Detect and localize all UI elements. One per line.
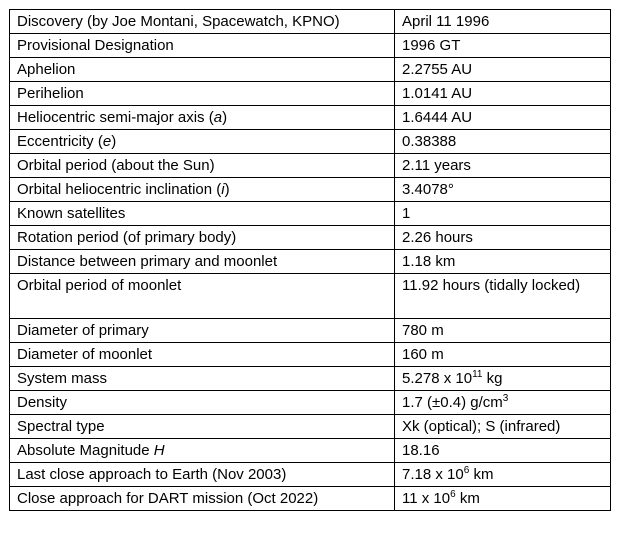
label-symbol: e bbox=[102, 133, 112, 150]
label-text: Heliocentric semi-major axis ( bbox=[17, 109, 214, 126]
property-label: Heliocentric semi-major axis (a) bbox=[9, 105, 395, 130]
value-text: 7.18 x 10 bbox=[402, 466, 464, 483]
table-row: Aphelion 2.2755 AU bbox=[9, 57, 611, 82]
table-row: Diameter of moonlet 160 m bbox=[9, 342, 611, 367]
property-value: 1.18 km bbox=[394, 249, 611, 274]
table-row: Distance between primary and moonlet 1.1… bbox=[9, 249, 611, 274]
table-row: Density 1.7 (±0.4) g/cm3 bbox=[9, 390, 611, 415]
label-text: ) bbox=[222, 109, 228, 126]
value-exponent: 6 bbox=[463, 465, 470, 476]
table-row: Close approach for DART mission (Oct 202… bbox=[9, 486, 611, 511]
table-row: Eccentricity (e) 0.38388 bbox=[9, 129, 611, 154]
property-value: 1 bbox=[394, 201, 611, 226]
property-value: 1.0141 AU bbox=[394, 81, 611, 106]
table-row: Orbital heliocentric inclination (i) 3.4… bbox=[9, 177, 611, 202]
property-label: Last close approach to Earth (Nov 2003) bbox=[9, 462, 395, 487]
value-exponent: 11 bbox=[472, 369, 483, 380]
table-row: Orbital period (about the Sun) 2.11 year… bbox=[9, 153, 611, 178]
table-row: Orbital period of moonlet 11.92 hours (t… bbox=[9, 273, 611, 319]
label-text: ) bbox=[111, 133, 117, 150]
value-text: 11 x 10 bbox=[402, 490, 451, 507]
property-label: Diameter of moonlet bbox=[9, 342, 395, 367]
property-value: 2.11 years bbox=[394, 153, 611, 178]
property-label: Density bbox=[9, 390, 395, 415]
label-text: Absolute Magnitude bbox=[17, 442, 154, 459]
table-row: Last close approach to Earth (Nov 2003) … bbox=[9, 462, 611, 487]
property-value: 7.18 x 106 km bbox=[394, 462, 611, 487]
label-symbol: H bbox=[153, 442, 165, 459]
label-text: ) bbox=[224, 181, 230, 198]
property-label: Provisional Designation bbox=[9, 33, 395, 58]
property-value: 160 m bbox=[394, 342, 611, 367]
property-value: 5.278 x 1011 kg bbox=[394, 366, 611, 391]
property-label: Eccentricity (e) bbox=[9, 129, 395, 154]
value-exponent: 6 bbox=[450, 489, 456, 500]
property-label: Distance between primary and moonlet bbox=[9, 249, 395, 274]
property-value: 1996 GT bbox=[394, 33, 611, 58]
property-label: Absolute Magnitude H bbox=[9, 438, 395, 463]
property-label: Discovery (by Joe Montani, Spacewatch, K… bbox=[9, 9, 395, 34]
property-value: 1.7 (±0.4) g/cm3 bbox=[394, 390, 611, 415]
table-row: Heliocentric semi-major axis (a) 1.6444 … bbox=[9, 105, 611, 130]
property-label: Orbital heliocentric inclination (i) bbox=[9, 177, 395, 202]
table-row: Spectral type Xk (optical); S (infrared) bbox=[9, 414, 611, 439]
label-text: Orbital heliocentric inclination ( bbox=[17, 181, 222, 198]
label-text: Eccentricity ( bbox=[17, 133, 103, 150]
property-value: 1.6444 AU bbox=[394, 105, 611, 130]
property-value: 2.26 hours bbox=[394, 225, 611, 250]
value-unit: kg bbox=[482, 370, 503, 387]
table-row: Absolute Magnitude H 18.16 bbox=[9, 438, 611, 463]
table-row: Perihelion 1.0141 AU bbox=[9, 81, 611, 106]
property-label: Aphelion bbox=[9, 57, 395, 82]
property-value: Xk (optical); S (infrared) bbox=[394, 414, 611, 439]
property-value: 780 m bbox=[394, 318, 611, 343]
table-row: Provisional Designation 1996 GT bbox=[9, 33, 611, 58]
value-unit: km bbox=[469, 466, 494, 483]
label-symbol: i bbox=[221, 181, 225, 198]
property-value: 11 x 106 km bbox=[394, 486, 611, 511]
property-label: Diameter of primary bbox=[9, 318, 395, 343]
asteroid-properties-table: Discovery (by Joe Montani, Spacewatch, K… bbox=[9, 9, 611, 511]
property-value: 0.38388 bbox=[394, 129, 611, 154]
property-value: 2.2755 AU bbox=[394, 57, 611, 82]
value-text: 11.92 hours (tidally locked) bbox=[402, 277, 581, 294]
property-label: System mass bbox=[9, 366, 395, 391]
value-unit: km bbox=[455, 490, 480, 507]
property-value: 3.4078° bbox=[394, 177, 611, 202]
property-value: 11.92 hours (tidally locked) bbox=[394, 273, 611, 319]
value-text: 5.278 x 10 bbox=[402, 370, 473, 387]
property-label: Orbital period of moonlet bbox=[9, 273, 395, 319]
property-label: Close approach for DART mission (Oct 202… bbox=[9, 486, 395, 511]
table-row: Discovery (by Joe Montani, Spacewatch, K… bbox=[9, 9, 611, 34]
table-row: System mass 5.278 x 1011 kg bbox=[9, 366, 611, 391]
property-label: Known satellites bbox=[9, 201, 395, 226]
property-label: Spectral type bbox=[9, 414, 395, 439]
table-row: Rotation period (of primary body) 2.26 h… bbox=[9, 225, 611, 250]
property-label: Perihelion bbox=[9, 81, 395, 106]
property-value: April 11 1996 bbox=[394, 9, 611, 34]
property-label: Orbital period (about the Sun) bbox=[9, 153, 395, 178]
property-value: 18.16 bbox=[394, 438, 611, 463]
label-symbol: a bbox=[213, 109, 223, 126]
table-row: Diameter of primary 780 m bbox=[9, 318, 611, 343]
table-row: Known satellites 1 bbox=[9, 201, 611, 226]
value-text: 1.7 (±0.4) g/cm bbox=[402, 394, 503, 411]
value-exponent: 3 bbox=[502, 393, 509, 404]
property-label: Rotation period (of primary body) bbox=[9, 225, 395, 250]
